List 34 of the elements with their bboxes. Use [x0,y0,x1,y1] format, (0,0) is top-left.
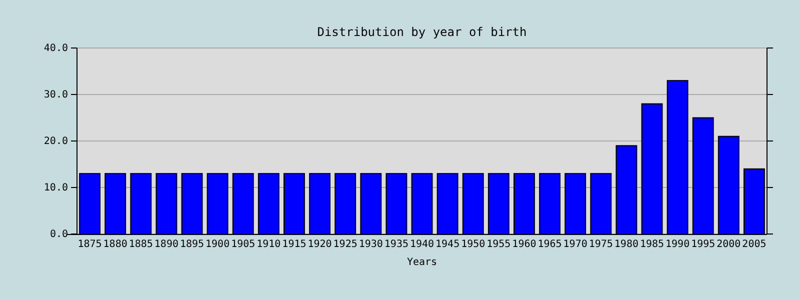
x-tick-label: 1895 [180,239,204,250]
x-tick-label: 1920 [308,239,332,250]
x-tick-label: 2005 [742,239,766,250]
x-tick-label: 1880 [103,239,128,250]
y-tick-label: 20.0 [44,136,68,148]
x-tick-label: 1970 [563,239,588,250]
x-tick-label: 1900 [206,239,230,250]
x-tick-label: 1945 [436,239,460,250]
x-tick-label: 1875 [78,239,102,250]
y-tick-label: 30.0 [44,90,68,101]
x-tick-label: 1995 [691,239,716,250]
x-tick-label: 1910 [256,239,281,250]
x-tick-label: 1980 [614,239,638,250]
x-tick-label: 1930 [358,239,383,250]
x-axis-title: Years [406,257,438,268]
x-tick-label: 1990 [666,239,690,250]
x-tick-label: 1890 [154,239,178,250]
y-tick-label: 10.0 [44,182,68,194]
x-tick-label: 1935 [384,239,408,250]
x-tick-label: 1960 [512,239,536,250]
x-tick-label: 2000 [716,239,741,250]
x-tick-label: 1905 [231,239,256,250]
x-tick-label: 1940 [410,239,434,250]
x-tick-label: 1975 [588,239,613,250]
x-tick-label: 1915 [282,239,306,250]
y-tick-label: 40.0 [44,43,68,54]
y-tick-label: 0.0 [50,229,68,240]
x-tick-label: 1950 [461,239,486,250]
x-tick-label: 1925 [333,239,358,250]
chart-title: Distribution by year of birth [317,25,527,39]
x-tick-label: 1955 [486,239,511,250]
x-tick-label: 1885 [128,239,153,250]
x-tick-label: 1985 [640,239,664,250]
x-tick-label: 1965 [538,239,562,250]
